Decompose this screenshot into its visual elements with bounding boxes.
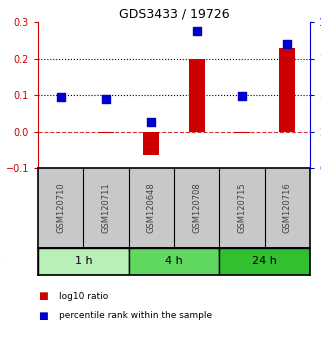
Text: ■: ■ xyxy=(38,291,48,301)
Text: log10 ratio: log10 ratio xyxy=(59,292,108,301)
Text: ■: ■ xyxy=(38,311,48,321)
Point xyxy=(149,119,154,125)
Point xyxy=(194,28,199,34)
Text: 4 h: 4 h xyxy=(165,257,183,267)
Bar xyxy=(189,58,204,131)
Bar xyxy=(38,248,129,275)
Text: 1 h: 1 h xyxy=(74,257,92,267)
Text: ▶: ▶ xyxy=(0,257,1,267)
Bar xyxy=(219,248,310,275)
Text: percentile rank within the sample: percentile rank within the sample xyxy=(59,311,212,320)
Bar xyxy=(98,131,114,133)
Bar xyxy=(129,248,219,275)
Bar xyxy=(143,131,159,155)
Text: GSM120711: GSM120711 xyxy=(101,183,110,233)
Point xyxy=(285,41,290,47)
Point xyxy=(58,94,63,100)
Text: GSM120648: GSM120648 xyxy=(147,183,156,233)
Text: GSM120716: GSM120716 xyxy=(283,183,292,233)
Text: 24 h: 24 h xyxy=(252,257,277,267)
Text: GSM120708: GSM120708 xyxy=(192,183,201,233)
Text: GSM120715: GSM120715 xyxy=(238,183,247,233)
Point xyxy=(239,93,245,98)
Point xyxy=(103,96,108,102)
Bar xyxy=(234,131,250,133)
Text: GSM120710: GSM120710 xyxy=(56,183,65,233)
Title: GDS3433 / 19726: GDS3433 / 19726 xyxy=(119,8,229,21)
Bar xyxy=(279,47,295,131)
